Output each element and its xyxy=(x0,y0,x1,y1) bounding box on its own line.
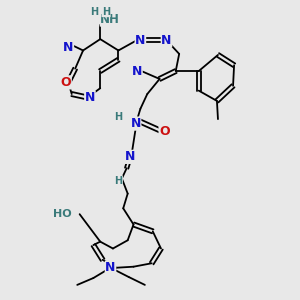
Text: N: N xyxy=(161,34,172,47)
Text: N: N xyxy=(105,261,116,274)
Text: O: O xyxy=(61,76,71,89)
Text: H: H xyxy=(114,112,122,122)
Text: N: N xyxy=(130,117,141,130)
Text: N: N xyxy=(63,40,74,53)
Text: H: H xyxy=(90,7,98,17)
Text: HO: HO xyxy=(53,209,72,219)
Text: H: H xyxy=(114,176,122,186)
Text: N: N xyxy=(125,150,135,164)
Text: N: N xyxy=(85,91,95,104)
Text: N: N xyxy=(132,64,142,78)
Text: NH: NH xyxy=(100,13,120,26)
Text: H: H xyxy=(102,7,110,17)
Text: O: O xyxy=(159,125,170,138)
Text: N: N xyxy=(135,34,146,47)
